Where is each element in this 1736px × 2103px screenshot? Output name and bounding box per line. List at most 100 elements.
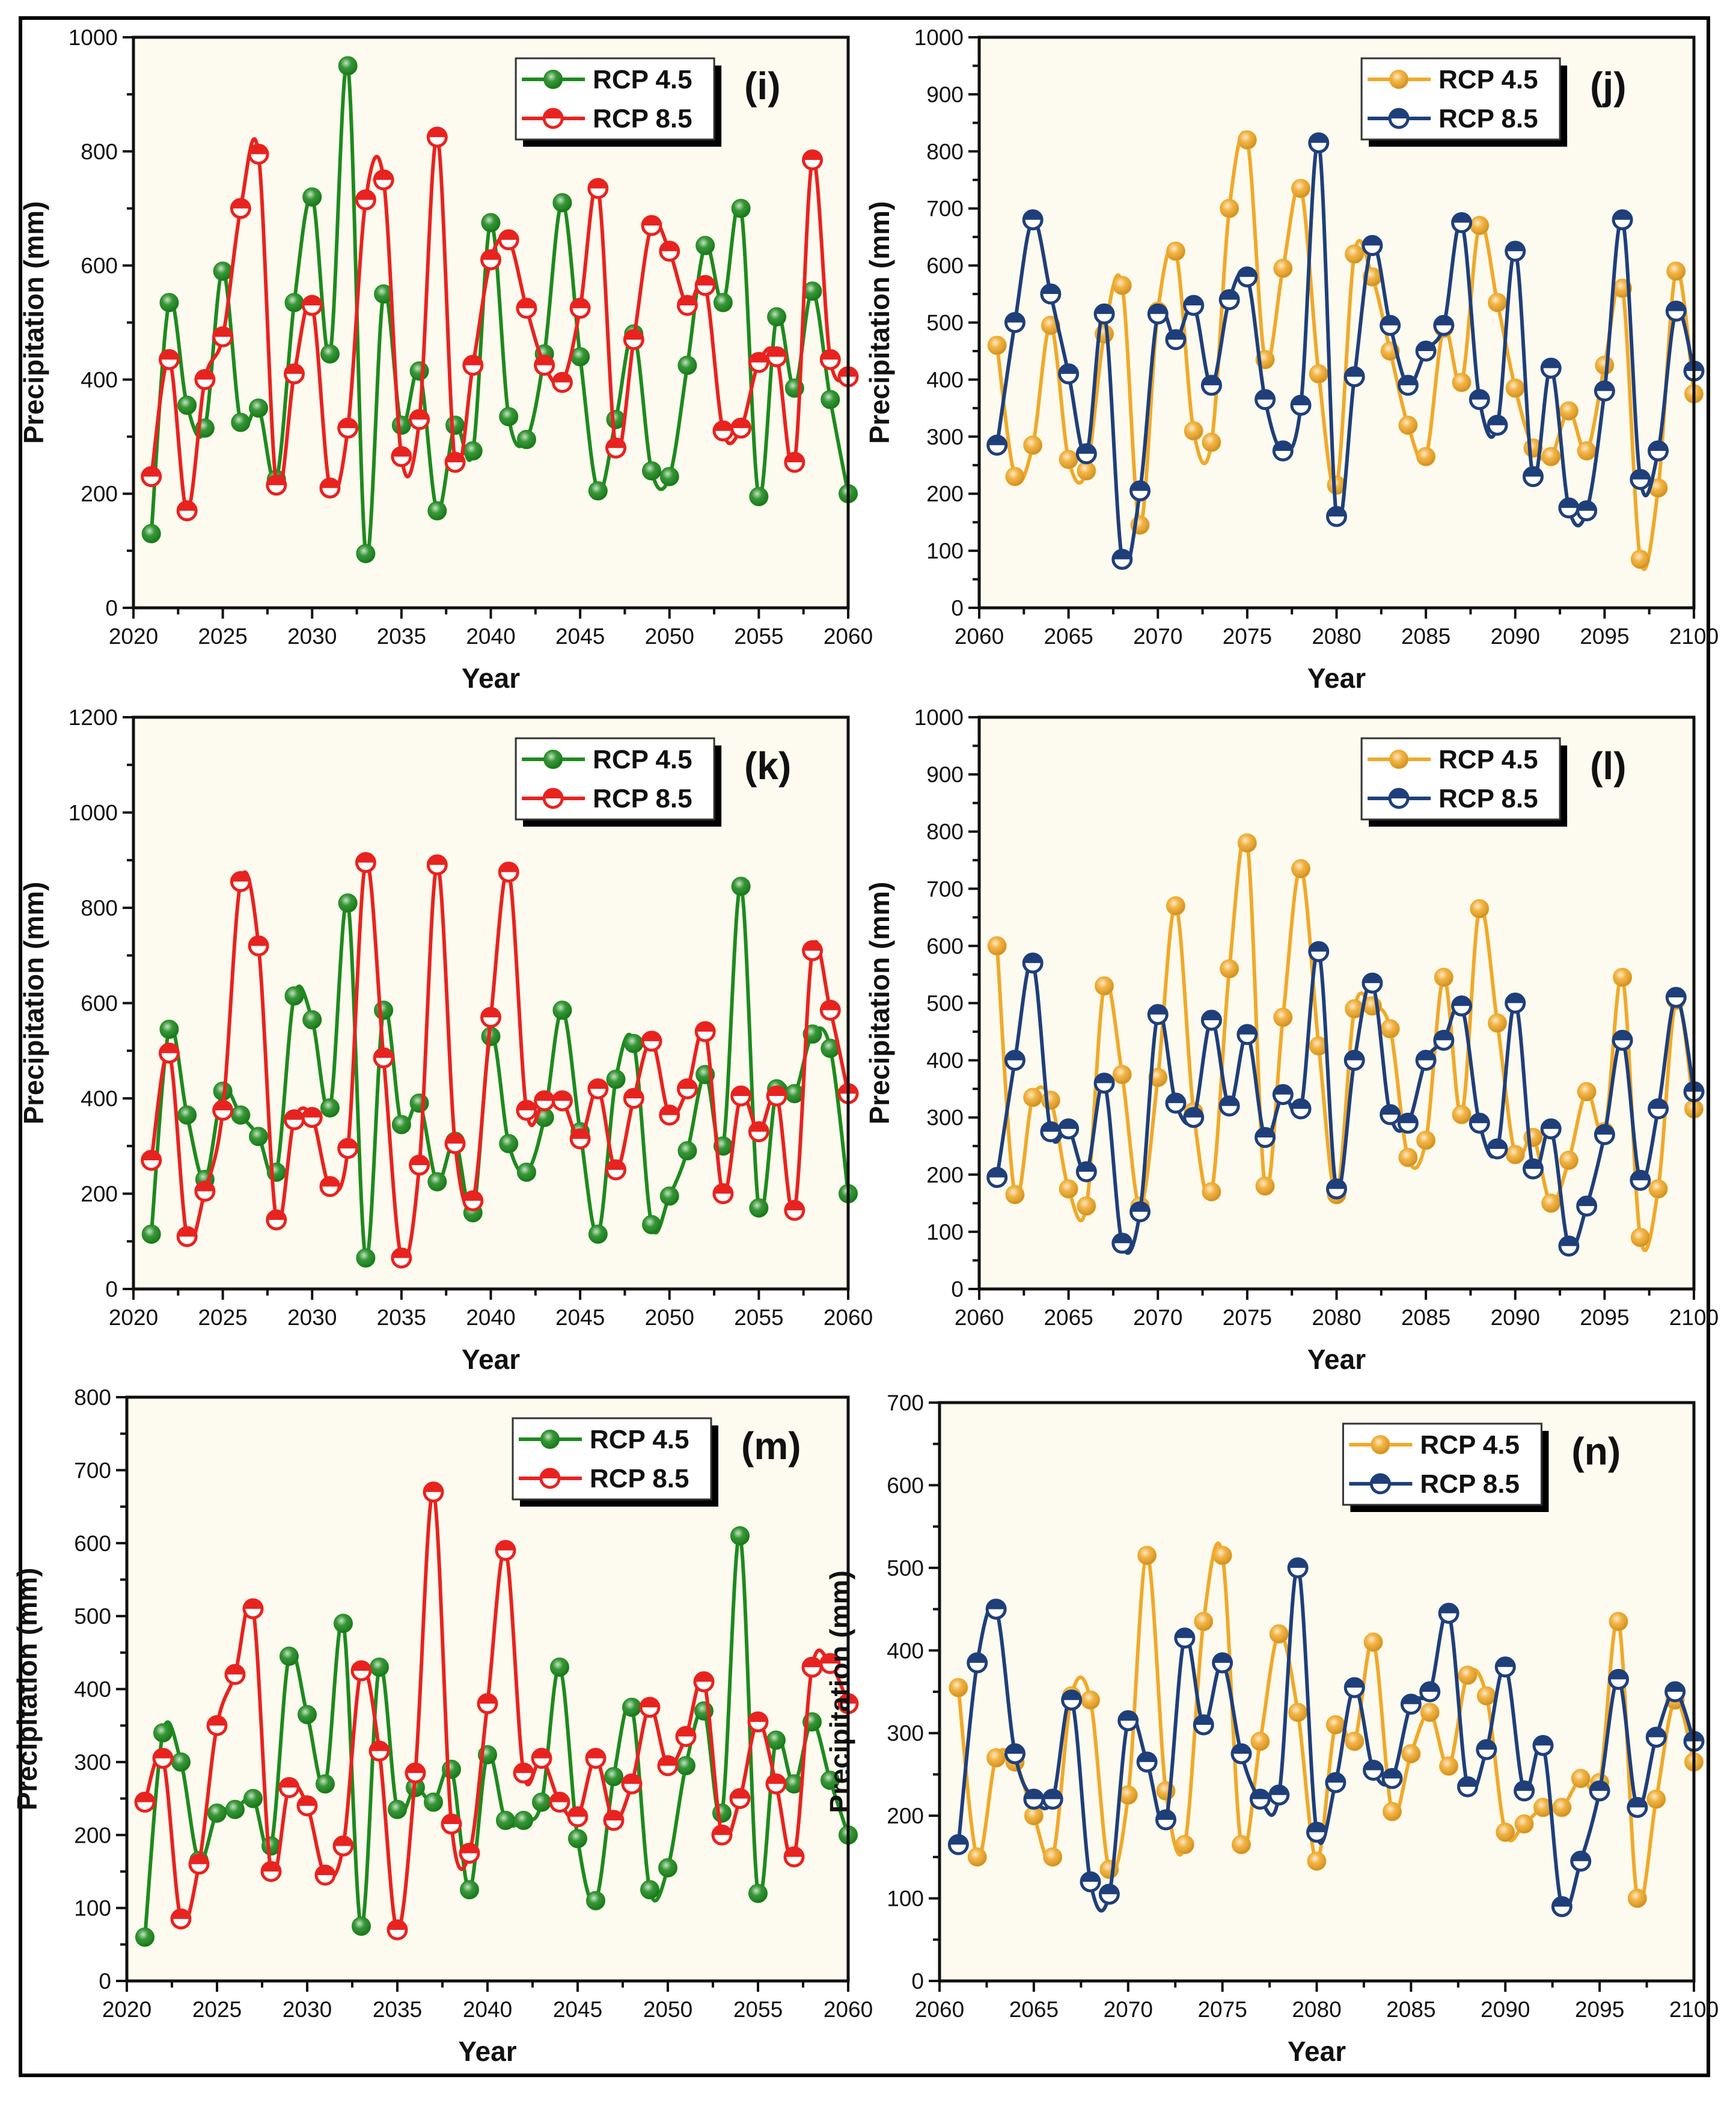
- marker-top-half: [1149, 1005, 1167, 1015]
- data-point-shade: [987, 1748, 1006, 1767]
- marker-top-half: [659, 1756, 677, 1766]
- marker-top-half: [1417, 341, 1435, 351]
- legend-marker: [542, 788, 564, 809]
- data-point-shade: [1452, 373, 1471, 392]
- data-point: [426, 126, 448, 148]
- x-tick-label: 2080: [1312, 624, 1361, 649]
- marker-top-half: [1270, 1786, 1288, 1795]
- data-point: [639, 1697, 661, 1718]
- data-point-shade: [1506, 1145, 1524, 1164]
- marker-top-half: [298, 1796, 316, 1806]
- x-axis-label: Year: [458, 2036, 516, 2067]
- marker-top-half: [678, 296, 697, 306]
- data-point-shade: [1417, 447, 1435, 466]
- data-point-shade: [732, 199, 750, 218]
- data-point: [1551, 1896, 1572, 1917]
- data-point-shade: [767, 1731, 785, 1749]
- data-point: [1218, 289, 1240, 311]
- y-tick-label: 800: [81, 896, 118, 920]
- marker-top-half: [388, 1921, 406, 1930]
- y-tick-label: 400: [74, 1677, 111, 1702]
- x-tick-label: 2090: [1491, 624, 1540, 649]
- legend-item: RCP 8.5: [1349, 1469, 1520, 1499]
- data-point-shade: [607, 1070, 625, 1089]
- x-tick-label: 2060: [824, 624, 873, 649]
- data-point-shade: [1609, 1612, 1628, 1631]
- data-point-shade: [298, 1705, 316, 1724]
- y-tick-label: 500: [926, 311, 964, 335]
- data-point-shade: [1175, 1835, 1194, 1854]
- marker-top-half: [588, 1080, 607, 1089]
- data-point-shade: [1059, 450, 1078, 469]
- y-tick-label: 400: [887, 1638, 924, 1663]
- data-point-shade: [1559, 1151, 1578, 1170]
- data-point-shade: [1194, 1612, 1213, 1631]
- data-point: [1093, 1073, 1115, 1094]
- data-point-shade: [569, 1829, 587, 1848]
- marker-top-half: [1024, 210, 1042, 220]
- legend-marker-shade: [544, 750, 563, 768]
- x-tick-label: 2050: [645, 1305, 694, 1330]
- data-point-shade: [1006, 467, 1024, 486]
- data-point: [1630, 468, 1651, 490]
- data-point: [1589, 1780, 1610, 1802]
- data-point: [1174, 1627, 1196, 1649]
- data-point: [693, 1671, 715, 1692]
- data-point-shade: [1006, 1186, 1024, 1204]
- marker-top-half: [392, 447, 411, 457]
- chart-panel-j: 0 100 200 300 400 500 600 700 800 900 1000 2060 2065…: [864, 25, 1719, 694]
- data-point-shade: [1667, 262, 1686, 281]
- data-point: [585, 1748, 607, 1769]
- marker-top-half: [1628, 1798, 1646, 1808]
- x-tick-label: 2070: [1133, 1305, 1182, 1330]
- data-point: [1004, 1743, 1025, 1765]
- x-tick-label: 2070: [1104, 1997, 1153, 2022]
- data-point: [1022, 209, 1044, 231]
- marker-top-half: [481, 1008, 500, 1018]
- y-tick-label: 1000: [914, 705, 964, 730]
- legend-label: RCP 8.5: [1420, 1469, 1520, 1499]
- marker-top-half: [1470, 1114, 1489, 1124]
- data-point: [1612, 1029, 1633, 1051]
- data-point: [260, 1861, 282, 1882]
- data-point-shade: [1113, 1065, 1131, 1084]
- marker-top-half: [517, 299, 536, 308]
- marker-top-half: [541, 1469, 559, 1478]
- marker-top-half: [142, 1151, 160, 1161]
- data-point: [337, 1137, 359, 1159]
- marker-top-half: [481, 251, 500, 260]
- data-point: [1290, 1098, 1312, 1119]
- marker-top-half: [213, 1101, 232, 1110]
- data-point-shade: [231, 413, 250, 432]
- data-point-shade: [1515, 1814, 1533, 1833]
- legend: RCP 4.5 RCP 8.5: [512, 1417, 718, 1507]
- data-point-shade: [588, 482, 607, 500]
- data-point: [587, 1078, 609, 1100]
- data-point-shade: [587, 1891, 605, 1910]
- data-point: [1627, 1796, 1648, 1818]
- legend: RCP 4.5 RCP 8.5: [1342, 1422, 1549, 1512]
- x-tick-label: 2040: [463, 1997, 512, 2022]
- data-point: [423, 1481, 444, 1503]
- data-point-shade: [678, 356, 697, 375]
- marker-top-half: [178, 501, 197, 511]
- marker-top-half: [732, 1087, 750, 1097]
- marker-top-half: [1364, 1761, 1383, 1771]
- data-point-shade: [660, 467, 679, 486]
- legend-label: RCP 8.5: [593, 104, 692, 133]
- data-point: [1117, 1710, 1139, 1731]
- marker-top-half: [1077, 444, 1096, 454]
- marker-top-half: [551, 1793, 569, 1802]
- data-point: [368, 1740, 390, 1762]
- marker-top-half: [1371, 1475, 1390, 1484]
- data-point: [462, 1190, 484, 1211]
- marker-top-half: [821, 1001, 840, 1011]
- data-point-shade: [1506, 379, 1524, 397]
- data-point: [531, 1748, 552, 1769]
- data-point: [391, 1247, 412, 1269]
- data-point: [766, 1085, 787, 1107]
- data-point-shade: [1184, 421, 1203, 440]
- data-point: [1487, 414, 1508, 436]
- marker-top-half: [696, 1023, 715, 1032]
- data-point: [1457, 1776, 1478, 1798]
